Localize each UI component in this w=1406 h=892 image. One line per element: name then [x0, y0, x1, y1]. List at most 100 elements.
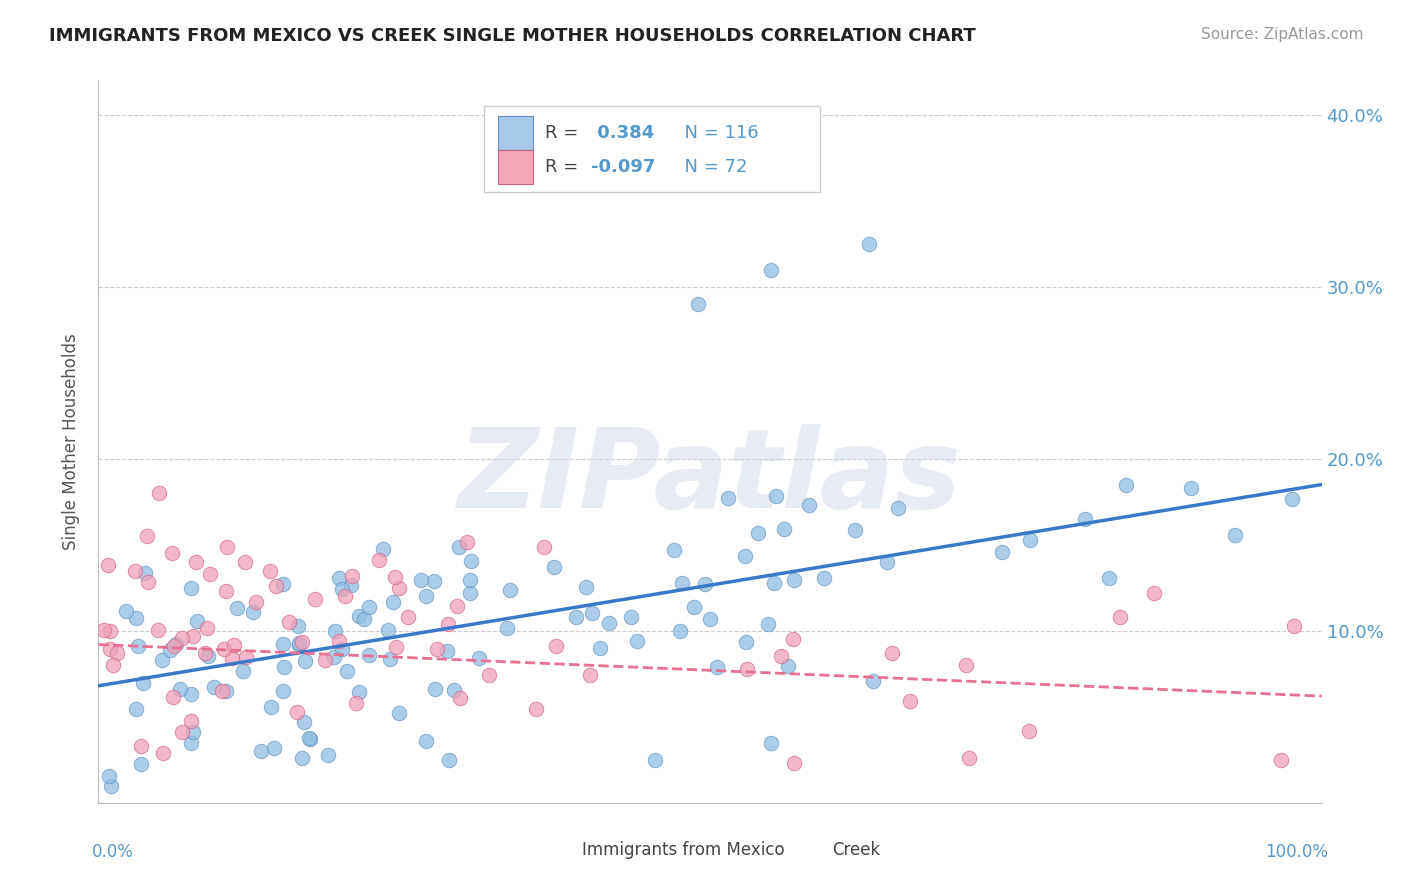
Point	[273, 660, 295, 674]
Point	[686, 297, 709, 311]
Point	[347, 685, 370, 699]
FancyBboxPatch shape	[498, 150, 533, 185]
Point	[783, 574, 806, 588]
Point	[762, 575, 785, 590]
Point	[396, 610, 419, 624]
Point	[288, 638, 311, 652]
Text: N = 116: N = 116	[673, 124, 759, 142]
Point	[423, 574, 446, 588]
Point	[259, 564, 281, 578]
Point	[170, 725, 193, 739]
Point	[183, 724, 205, 739]
Point	[1097, 571, 1119, 585]
Point	[1018, 724, 1040, 739]
Point	[769, 649, 792, 664]
Point	[170, 632, 193, 646]
Point	[957, 751, 980, 765]
Point	[662, 542, 685, 557]
Point	[357, 648, 380, 662]
Point	[215, 684, 238, 698]
Point	[232, 664, 254, 678]
Point	[165, 637, 187, 651]
Point	[291, 634, 314, 648]
Point	[533, 540, 555, 554]
Point	[991, 545, 1014, 559]
Point	[426, 642, 449, 657]
Point	[148, 486, 170, 500]
Point	[1180, 481, 1202, 495]
Point	[1281, 491, 1303, 506]
Point	[437, 753, 460, 767]
Point	[242, 605, 264, 619]
Point	[353, 612, 375, 626]
FancyBboxPatch shape	[498, 116, 533, 151]
Point	[756, 617, 779, 632]
Point	[575, 580, 598, 594]
Point	[581, 606, 603, 620]
Point	[342, 569, 364, 583]
Point	[215, 584, 238, 599]
Point	[1143, 586, 1166, 600]
Point	[152, 653, 174, 667]
Point	[105, 646, 128, 660]
Point	[134, 566, 156, 581]
Point	[330, 642, 353, 657]
Point	[152, 747, 174, 761]
Point	[103, 657, 125, 672]
Point	[706, 660, 728, 674]
Point	[699, 612, 721, 626]
Point	[1115, 477, 1137, 491]
Point	[695, 577, 717, 591]
Point	[1109, 610, 1132, 624]
Point	[955, 658, 977, 673]
Point	[287, 619, 309, 633]
Point	[125, 611, 148, 625]
Point	[1282, 619, 1305, 633]
Point	[335, 589, 357, 603]
Point	[499, 582, 522, 597]
Point	[898, 694, 921, 708]
Point	[1073, 511, 1095, 525]
Point	[127, 639, 149, 653]
Point	[160, 546, 183, 560]
Point	[626, 633, 648, 648]
Point	[761, 262, 783, 277]
Point	[273, 637, 295, 651]
Point	[671, 575, 693, 590]
Point	[882, 646, 904, 660]
Point	[93, 623, 115, 637]
Point	[797, 498, 820, 512]
Point	[368, 552, 391, 566]
Point	[316, 748, 339, 763]
Point	[384, 640, 406, 654]
Point	[598, 616, 620, 631]
Point	[298, 731, 321, 746]
Point	[136, 575, 159, 590]
Point	[876, 554, 898, 568]
Point	[325, 624, 347, 639]
Point	[381, 595, 404, 609]
Point	[565, 609, 588, 624]
Text: 100.0%: 100.0%	[1265, 843, 1327, 861]
Point	[388, 706, 411, 720]
Point	[813, 571, 835, 585]
Point	[1225, 528, 1247, 542]
Point	[478, 668, 501, 682]
Text: Immigrants from Mexico: Immigrants from Mexico	[582, 841, 785, 859]
Point	[278, 615, 301, 629]
Point	[359, 599, 381, 614]
Point	[245, 595, 267, 609]
Point	[734, 635, 756, 649]
Point	[543, 560, 565, 574]
Point	[162, 690, 184, 705]
Point	[460, 554, 482, 568]
Point	[717, 491, 740, 505]
Text: IMMIGRANTS FROM MEXICO VS CREEK SINGLE MOTHER HOUSEHOLDS CORRELATION CHART: IMMIGRANTS FROM MEXICO VS CREEK SINGLE M…	[49, 27, 976, 45]
Point	[747, 526, 769, 541]
Point	[437, 616, 460, 631]
Point	[436, 643, 458, 657]
Point	[98, 624, 121, 639]
Point	[378, 652, 401, 666]
Point	[330, 582, 353, 596]
Point	[292, 714, 315, 729]
